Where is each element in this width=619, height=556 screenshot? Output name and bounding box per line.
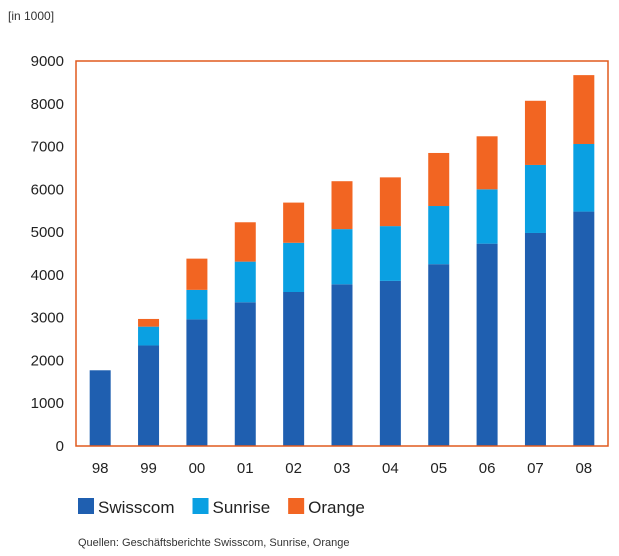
bar-sunrise-05: [428, 206, 450, 265]
bar-swisscom-03: [331, 284, 353, 446]
y-tick-label: 2000: [31, 352, 64, 369]
bar-orange-00: [186, 258, 208, 290]
bar-orange-06: [476, 136, 498, 190]
bar-orange-02: [283, 202, 305, 243]
x-tick-label: 07: [527, 460, 544, 477]
bar-swisscom-99: [138, 345, 160, 446]
bar-swisscom-01: [234, 302, 256, 446]
y-tick-label: 1000: [31, 395, 64, 412]
x-axis-ticks: 98 99 00 01 02 03 04 05 06 07 08: [92, 460, 592, 477]
bar-orange-04: [379, 177, 401, 227]
x-tick-label: 99: [140, 460, 157, 477]
bar-sunrise-06: [476, 189, 498, 244]
y-tick-label: 8000: [31, 96, 64, 113]
bar-orange-08: [573, 75, 595, 144]
bar-sunrise-07: [524, 164, 546, 233]
bar-orange-05: [428, 152, 450, 207]
legend-label-swisscom: Swisscom: [98, 498, 175, 517]
legend-label-sunrise: Sunrise: [213, 498, 271, 517]
bar-sunrise-99: [138, 326, 160, 346]
legend-swatch-sunrise: [192, 498, 209, 514]
y-tick-label: 7000: [31, 139, 64, 156]
bar-swisscom-07: [524, 232, 546, 446]
y-tick-label: 5000: [31, 224, 64, 241]
bar-swisscom-04: [379, 280, 401, 446]
bar-sunrise-02: [283, 242, 305, 292]
plot-frame: [75, 60, 609, 447]
x-tick-label: 01: [237, 460, 254, 477]
x-tick-label: 06: [479, 460, 496, 477]
bar-swisscom-02: [283, 292, 305, 446]
bar-sunrise-01: [234, 261, 256, 303]
bar-swisscom-00: [186, 319, 208, 446]
x-tick-label: 02: [285, 460, 302, 477]
bars-group: [89, 75, 595, 446]
x-tick-label: 98: [92, 460, 109, 477]
bar-sunrise-08: [573, 143, 595, 212]
bar-sunrise-03: [331, 229, 353, 285]
x-tick-label: 04: [382, 460, 399, 477]
bar-orange-03: [331, 181, 353, 230]
bar-orange-07: [524, 100, 546, 165]
source-note: Quellen: Geschäftsberichte Swisscom, Sun…: [78, 537, 349, 549]
bar-swisscom-98: [89, 370, 111, 446]
bar-swisscom-05: [428, 264, 450, 446]
bar-sunrise-04: [379, 226, 401, 281]
unit-label: [in 1000]: [8, 9, 54, 23]
y-tick-label: 3000: [31, 310, 64, 327]
legend-swatch-swisscom: [78, 498, 94, 514]
x-tick-label: 08: [575, 460, 592, 477]
bar-orange-01: [234, 222, 256, 262]
y-tick-label: 0: [56, 438, 64, 455]
legend-label-orange: Orange: [308, 498, 365, 517]
y-tick-label: 9000: [31, 53, 64, 70]
y-tick-label: 6000: [31, 181, 64, 198]
bar-sunrise-00: [186, 289, 208, 320]
bar-swisscom-06: [476, 243, 498, 446]
legend: Swisscom Sunrise Orange: [78, 498, 365, 517]
y-axis-ticks: 0 1000 2000 3000 4000 5000 6000 7000 8000 9000: [31, 53, 64, 455]
bar-swisscom-08: [573, 211, 595, 446]
bar-orange-99: [138, 318, 160, 327]
x-tick-label: 03: [334, 460, 351, 477]
x-tick-label: 00: [189, 460, 206, 477]
y-tick-label: 4000: [31, 267, 64, 284]
legend-swatch-orange: [288, 498, 305, 514]
x-tick-label: 05: [430, 460, 447, 477]
